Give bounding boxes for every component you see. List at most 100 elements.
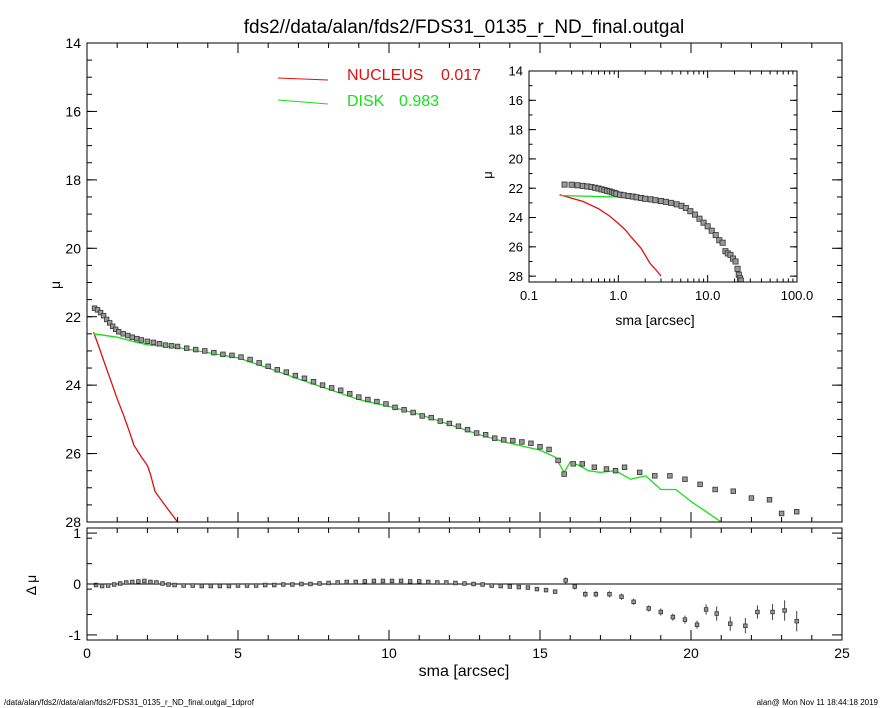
main-data-point — [712, 486, 718, 493]
residual-y-tick-label: 1 — [73, 525, 81, 541]
legend-disk-swatch — [277, 99, 329, 105]
residual-data-point — [770, 609, 775, 615]
main-y-axis-label: μ — [47, 281, 63, 289]
inset-data-point — [657, 197, 664, 204]
residual-data-point — [435, 580, 440, 585]
main-y-tick-label: 20 — [65, 240, 81, 256]
legend-nucleus-label: NUCLEUS — [347, 67, 423, 84]
main-data-point — [510, 437, 516, 444]
residual-data-point — [290, 582, 295, 587]
residual-data-point — [755, 609, 760, 615]
residual-data-point — [253, 583, 259, 588]
residual-data-point — [142, 578, 147, 584]
inset-data-point — [561, 181, 568, 188]
main-data-point — [156, 341, 163, 347]
inset-panel: 0.1 1.0 10.0 100.0 14 16 18 20 22 24 26 28 — [509, 64, 814, 303]
main-data-point — [229, 352, 235, 359]
main-data-point — [428, 414, 434, 421]
main-data-point — [283, 369, 290, 375]
residual-data-point — [190, 583, 195, 588]
inset-plot-area — [559, 181, 744, 282]
residual-data-point — [543, 587, 549, 593]
residual-data-point — [160, 581, 165, 586]
inset-data-point — [712, 232, 719, 239]
residual-data-point — [111, 582, 117, 587]
residual-data-point — [480, 582, 485, 587]
residual-data-point — [631, 599, 636, 605]
inset-data-point — [691, 211, 698, 218]
main-data-point — [730, 488, 736, 494]
residual-data-point — [371, 578, 377, 584]
residual-data-point — [136, 579, 141, 584]
residual-x-tick-label: 0 — [83, 645, 91, 661]
main-data-point — [748, 495, 755, 501]
inset-data-point — [574, 182, 581, 189]
residual-data-point — [93, 582, 99, 588]
main-data-point — [134, 335, 140, 342]
residual-x-tick-label: 5 — [234, 645, 242, 661]
main-data-point — [116, 329, 122, 335]
residual-data-point — [670, 614, 676, 620]
residual-data-point — [583, 591, 588, 597]
main-data-point — [144, 338, 151, 345]
main-disk-line — [93, 333, 722, 522]
main-data-point — [94, 307, 101, 313]
inset-data-point — [662, 198, 669, 205]
main-data-point — [555, 457, 561, 464]
residual-data-point — [525, 585, 531, 590]
residual-data-point — [199, 583, 204, 589]
inset-data-point — [642, 195, 649, 202]
residual-data-point — [226, 583, 232, 589]
residual-data-point — [552, 589, 558, 594]
main-data-point — [109, 323, 116, 329]
main-plot-area — [91, 305, 800, 522]
main-data-point — [125, 332, 131, 339]
residual-data-point — [426, 579, 431, 585]
main-data-point — [455, 423, 462, 429]
residual-data-point — [498, 583, 503, 589]
residual-data-point — [105, 583, 111, 588]
main-y-tick-label: 14 — [65, 35, 81, 51]
residual-data-point — [362, 579, 368, 584]
residual-data-point — [353, 579, 358, 585]
main-data-point — [766, 497, 773, 503]
main-data-point — [410, 409, 416, 416]
residual-data-point — [714, 611, 719, 616]
residual-data-point — [217, 583, 223, 589]
main-y-tick-label: 26 — [65, 446, 81, 462]
legend-disk-label: DISK — [347, 93, 385, 110]
residual-data-point — [244, 583, 250, 588]
inset-y-tick-label: 16 — [509, 93, 523, 108]
inset-data-point — [732, 258, 739, 265]
main-data-point — [682, 476, 688, 482]
footer-path: /data/alan/fds2//data/alan/fds2/FDS31_01… — [4, 698, 255, 707]
inset-data-point — [700, 219, 707, 226]
residual-data-point — [118, 581, 123, 586]
x-axis-label: sma [arcsec] — [419, 663, 510, 680]
residual-data-point — [658, 609, 663, 615]
residual-data-point — [172, 582, 177, 588]
residual-data-point — [308, 581, 313, 587]
residual-data-point — [181, 583, 186, 588]
main-data-point — [183, 345, 190, 351]
inset-nucleus-line — [559, 194, 662, 277]
residual-data-point — [694, 622, 700, 627]
inset-data-point — [652, 197, 659, 204]
residual-x-tick-label: 20 — [683, 645, 699, 661]
residual-data-point — [728, 621, 733, 626]
main-data-point — [129, 334, 135, 340]
residual-data-point — [326, 580, 331, 586]
residual-data-point — [682, 617, 688, 622]
main-data-point — [168, 343, 175, 349]
main-data-point — [365, 396, 371, 403]
inset-y-tick-label: 26 — [509, 240, 523, 255]
inset-x-tick-label: 0.1 — [520, 288, 538, 303]
residual-x-tick-label: 25 — [834, 645, 850, 661]
residual-data-point — [99, 583, 105, 589]
residual-data-point — [593, 591, 599, 597]
residual-y-axis-label: Δ μ — [23, 575, 39, 596]
main-data-point — [97, 309, 104, 316]
inset-y-tick-label: 20 — [509, 152, 523, 167]
